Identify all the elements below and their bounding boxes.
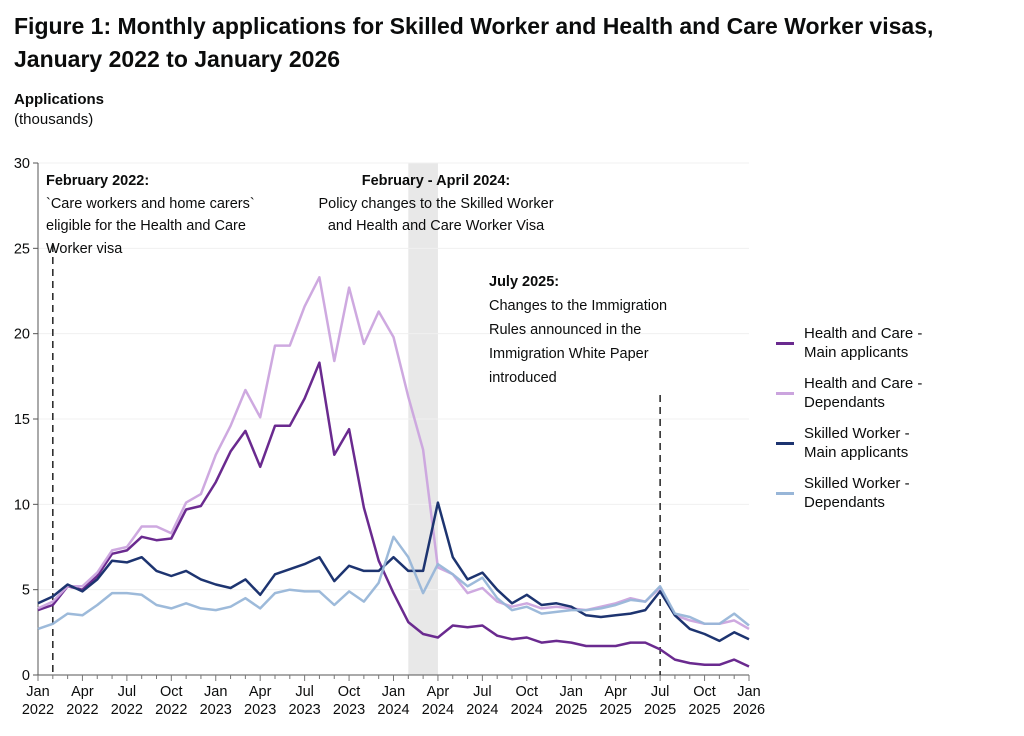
x-tick-label-month: Jul xyxy=(473,684,492,700)
annotation-line: and Health and Care Worker Visa xyxy=(327,218,545,234)
x-tick-label-month: Oct xyxy=(693,684,716,700)
annotation-heading: February - April 2024: xyxy=(361,173,511,189)
series-line-health-and-care-dependants xyxy=(37,276,750,630)
legend-item-sw-main: Skilled Worker - Main applicants xyxy=(776,424,922,462)
annotation-line: Changes to the Immigration xyxy=(489,298,668,314)
legend-item-sw-dependants: Skilled Worker - Dependants xyxy=(776,474,922,512)
series-line-health-and-care-main-applicants xyxy=(37,361,750,668)
annotation-jul-2025: July 2025: Changes to the Immigration Ru… xyxy=(489,270,749,390)
x-tick-label-month: Jul xyxy=(295,684,314,700)
x-tick-label-month: Jan xyxy=(26,684,49,700)
x-tick-label-month: Jan xyxy=(737,684,760,700)
series-line-skilled-worker-dependants xyxy=(37,535,750,631)
chart-title: Figure 1: Monthly applications for Skill… xyxy=(14,13,934,72)
annotation-line: `Care workers and home carers` xyxy=(46,195,255,212)
annotation-line: Worker visa xyxy=(46,240,123,257)
legend-label: Dependants xyxy=(804,394,885,411)
x-tick-label-year: 2025 xyxy=(555,702,587,718)
x-tick-label-month: Oct xyxy=(338,684,361,700)
y-tick-label: 10 xyxy=(14,497,30,513)
y-tick-label: 5 xyxy=(22,583,30,599)
legend-label: Health and Care - xyxy=(804,325,923,342)
x-tick-label-month: Jul xyxy=(118,684,137,700)
y-axis-label: Applications (thousands) xyxy=(14,90,104,130)
legend-item-hc-main: Health and Care - Main applicants xyxy=(776,324,922,362)
y-axis-unit: (thousands) xyxy=(14,111,94,128)
legend-swatch xyxy=(776,491,794,495)
legend-label: Skilled Worker - xyxy=(804,475,910,492)
y-tick-label: 15 xyxy=(14,412,30,428)
x-tick-label-year: 2024 xyxy=(511,702,543,718)
x-tick-label-year: 2025 xyxy=(644,702,676,718)
annotation-line: Rules announced in the xyxy=(489,322,642,338)
x-tick-label-year: 2024 xyxy=(422,702,454,718)
y-tick-label: 30 xyxy=(14,156,30,172)
legend: Health and Care - Main applicants Health … xyxy=(776,324,922,524)
annotation-line: eligible for the Health and Care xyxy=(46,218,246,234)
x-tick-label-year: 2022 xyxy=(111,702,143,718)
x-tick-label-month: Apr xyxy=(249,684,272,700)
x-tick-label-month: Jul xyxy=(651,684,670,700)
y-tick-label: 20 xyxy=(14,327,30,343)
x-tick-label-year: 2026 xyxy=(733,702,765,718)
x-tick-label-month: Apr xyxy=(71,684,94,700)
legend-label: Health and Care - xyxy=(804,375,923,392)
x-tick-label-month: Apr xyxy=(427,684,450,700)
x-tick-label-year: 2022 xyxy=(66,702,98,718)
x-tick-label-month: Jan xyxy=(560,684,583,700)
legend-label: Skilled Worker - xyxy=(804,425,910,442)
legend-swatch xyxy=(776,391,794,395)
annotation-feb-2022: February 2022: `Care workers and home ca… xyxy=(46,170,306,260)
x-tick-label-month: Jan xyxy=(382,684,405,700)
y-axis-title: Applications xyxy=(14,91,105,108)
x-tick-label-year: 2022 xyxy=(22,702,54,718)
y-tick-label: 0 xyxy=(22,668,30,684)
x-tick-label-year: 2023 xyxy=(288,702,320,718)
x-tick-label-year: 2025 xyxy=(688,702,720,718)
x-tick-label-year: 2024 xyxy=(466,702,498,718)
annotation-line: introduced xyxy=(489,370,557,386)
series-line-skilled-worker-main-applicants xyxy=(37,501,750,643)
legend-label: Main applicants xyxy=(804,344,909,361)
annotation-feb-apr-2024: February - April 2024: Policy changes to… xyxy=(296,170,576,238)
annotation-heading: July 2025: xyxy=(489,274,560,290)
x-tick-label-year: 2025 xyxy=(600,702,632,718)
y-tick-label: 25 xyxy=(14,241,30,257)
x-tick-label-year: 2023 xyxy=(244,702,276,718)
legend-item-hc-dependants: Health and Care - Dependants xyxy=(776,374,922,412)
legend-swatch xyxy=(776,341,794,345)
legend-label: Dependants xyxy=(804,494,885,511)
x-tick-label-month: Apr xyxy=(604,684,627,700)
annotation-line: Policy changes to the Skilled Worker xyxy=(318,195,554,212)
annotation-line: Immigration White Paper xyxy=(489,346,649,362)
legend-swatch xyxy=(776,441,794,445)
x-tick-label-month: Oct xyxy=(516,684,539,700)
x-tick-label-year: 2024 xyxy=(377,702,409,718)
x-tick-label-year: 2022 xyxy=(155,702,187,718)
x-tick-label-year: 2023 xyxy=(200,702,232,718)
x-tick-label-year: 2023 xyxy=(333,702,365,718)
annotation-heading: February 2022: xyxy=(46,173,150,189)
legend-label: Main applicants xyxy=(804,444,909,461)
x-tick-label-month: Oct xyxy=(160,684,183,700)
x-tick-label-month: Jan xyxy=(204,684,227,700)
